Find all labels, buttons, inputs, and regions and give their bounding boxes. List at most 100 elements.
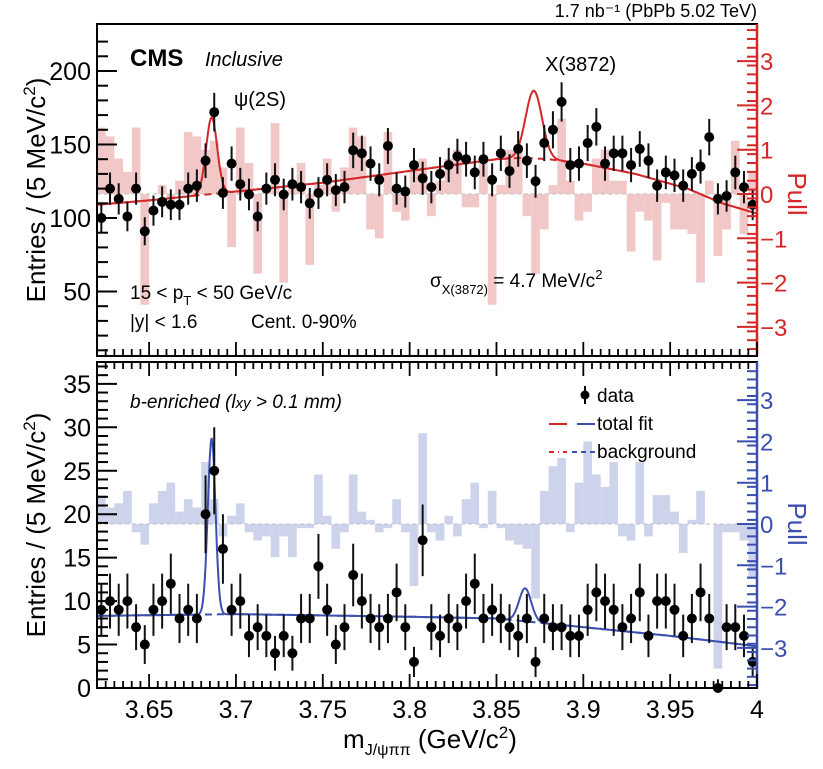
data-marker	[495, 148, 506, 159]
pull-bar	[383, 524, 393, 529]
data-marker	[608, 604, 619, 615]
data-marker	[348, 570, 359, 581]
data-point	[565, 614, 576, 658]
data-point	[556, 604, 567, 651]
data-point	[287, 167, 298, 201]
data-point	[313, 533, 324, 599]
data-marker	[348, 145, 359, 156]
data-point	[348, 543, 359, 607]
data-marker	[695, 587, 706, 598]
data-marker	[652, 596, 663, 607]
pull-bar	[279, 194, 289, 283]
data-marker	[669, 170, 680, 181]
pull-bar	[557, 118, 566, 194]
data-point	[365, 146, 376, 181]
bottom-y-axis-title: Entries / (5 MeV/c2)	[20, 413, 51, 638]
data-marker	[478, 154, 489, 165]
data-point	[443, 147, 454, 183]
data-marker	[686, 613, 697, 624]
pull-bar	[539, 194, 549, 230]
data-point	[435, 157, 446, 191]
pull-bar	[279, 524, 289, 537]
data-point	[322, 163, 333, 197]
data-marker	[643, 155, 654, 166]
data-point	[374, 163, 385, 197]
data-point	[478, 593, 489, 644]
data-marker	[669, 604, 680, 615]
data-marker	[600, 596, 611, 607]
pull-bar	[722, 524, 731, 533]
data-point	[695, 563, 706, 622]
inclusive-label: Inclusive	[205, 49, 283, 71]
data-point	[200, 475, 211, 554]
data-marker	[113, 193, 124, 204]
pull-bar	[696, 490, 705, 524]
pull-bar	[635, 462, 645, 524]
data-point	[643, 614, 654, 658]
pull-bar	[661, 495, 671, 524]
data-point	[165, 553, 176, 614]
data-marker	[356, 596, 367, 607]
pull-bar	[105, 507, 115, 524]
pull-bar	[244, 524, 254, 533]
data-marker	[617, 622, 628, 633]
data-marker	[217, 543, 228, 554]
data-point	[278, 614, 289, 658]
data-marker	[443, 613, 454, 624]
x-tick-label: 3.95	[646, 696, 695, 724]
data-marker	[365, 613, 376, 624]
pull-bar	[392, 499, 401, 524]
pull-bar	[487, 194, 497, 305]
x-tick-label: 3.65	[125, 696, 174, 724]
pull-bar	[253, 194, 262, 274]
data-point	[539, 593, 550, 644]
data-point	[704, 593, 715, 644]
pull-tick-label: 1	[760, 138, 773, 165]
data-point	[226, 583, 237, 636]
data-marker	[738, 182, 749, 193]
data-point	[469, 155, 480, 190]
data-marker	[400, 622, 411, 633]
data-marker	[339, 622, 350, 633]
data-point	[686, 157, 697, 191]
data-marker	[417, 173, 428, 184]
pull-bar	[183, 131, 193, 194]
data-point	[252, 604, 263, 651]
data-marker	[582, 138, 593, 149]
top-y-axis: 50 100 150 200	[49, 40, 117, 352]
pull-bar	[644, 194, 653, 221]
pull-bar	[496, 524, 506, 529]
data-point	[591, 108, 602, 146]
data-marker	[573, 158, 584, 169]
data-point	[391, 563, 402, 622]
pull-tick-label: 3	[760, 49, 773, 76]
data-marker	[730, 622, 741, 633]
data-point	[530, 164, 541, 198]
data-point	[582, 124, 593, 162]
pull-bar	[444, 515, 454, 524]
data-point	[122, 201, 133, 232]
data-point	[547, 604, 558, 651]
data-marker	[417, 535, 428, 546]
pull-bar	[513, 145, 523, 194]
pull-bar	[557, 457, 566, 524]
pull-bar	[140, 194, 150, 305]
data-point	[174, 593, 185, 644]
legend-label-background: background	[597, 442, 696, 463]
top-x-ticks	[96, 342, 758, 376]
x-tick-label: 3.8	[392, 696, 427, 724]
data-point	[565, 147, 576, 183]
pull-tick-label: −3	[760, 636, 787, 663]
pull-tick-label: −2	[760, 271, 787, 298]
data-point	[617, 604, 628, 651]
data-point	[235, 167, 246, 201]
pull-bar	[305, 194, 315, 265]
pull-bar	[340, 524, 349, 533]
data-marker	[374, 622, 385, 633]
data-point	[139, 217, 150, 246]
pull-bar	[687, 519, 697, 524]
legend-entry-data: data	[580, 386, 634, 407]
data-marker	[573, 630, 584, 641]
pull-bar	[296, 524, 306, 529]
pull-tick-label: −2	[760, 595, 787, 622]
